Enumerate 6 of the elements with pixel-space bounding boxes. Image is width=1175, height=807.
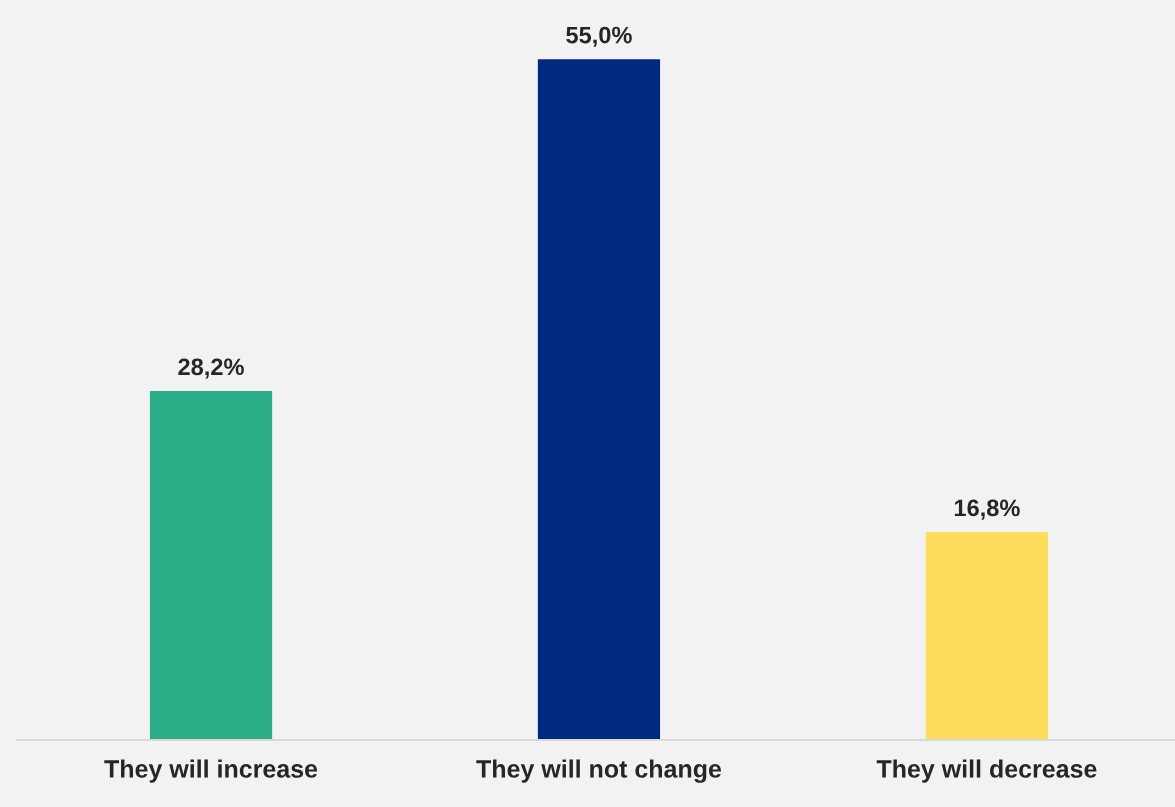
x-tick-label: They will not change xyxy=(476,759,722,783)
data-label: 55,0% xyxy=(566,26,632,47)
data-label: 28,2% xyxy=(178,358,244,379)
data-label: 16,8% xyxy=(954,499,1020,520)
x-tick-label: They will decrease xyxy=(876,759,1097,783)
x-tick-label: They will increase xyxy=(104,759,318,783)
